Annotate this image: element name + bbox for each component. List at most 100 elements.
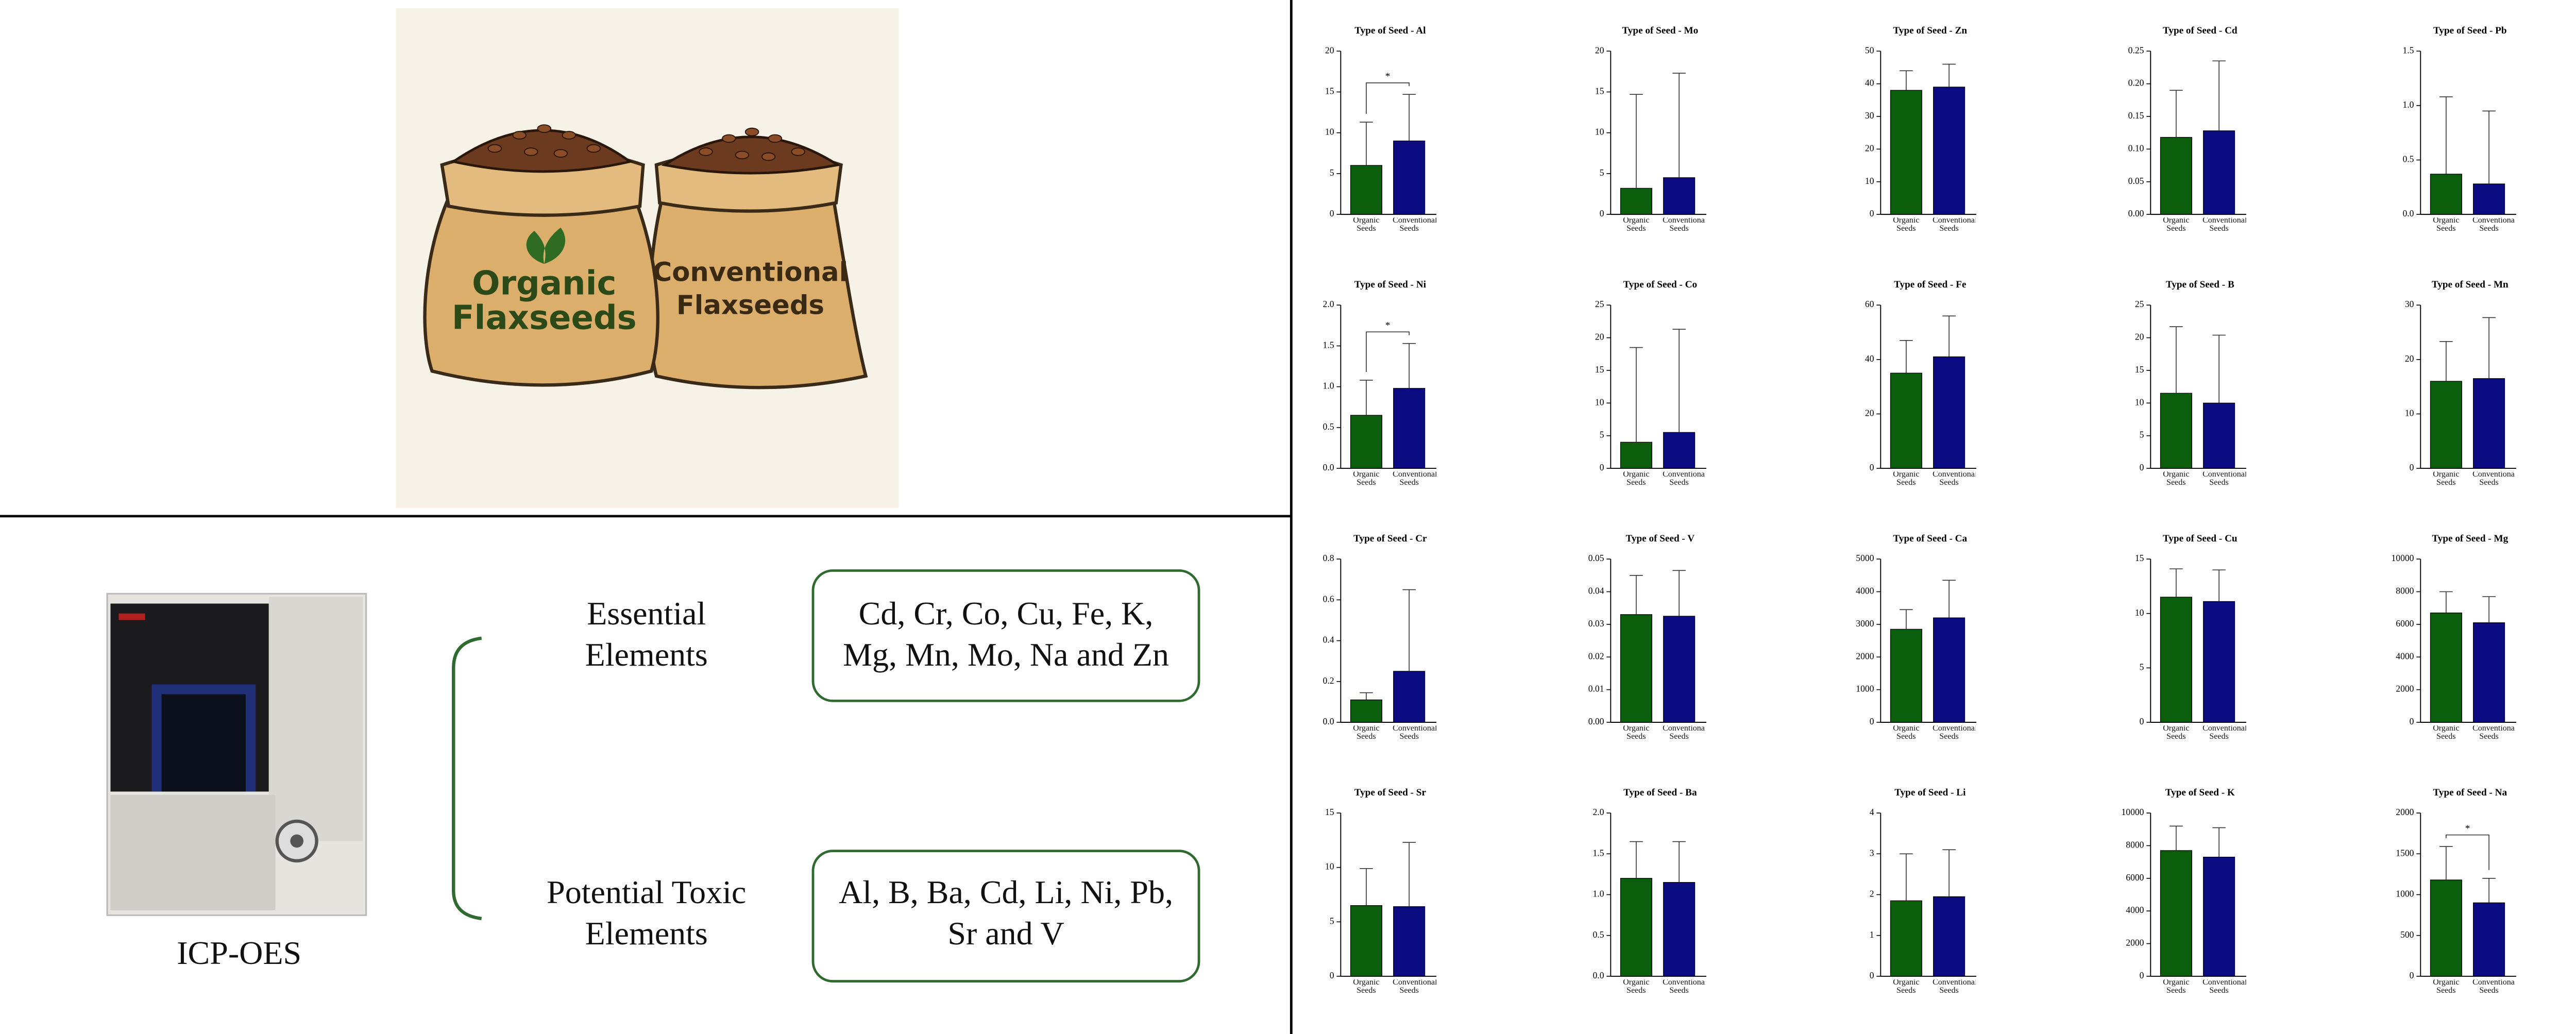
- error-bar: [1402, 343, 1416, 388]
- error-bar: [1402, 589, 1416, 671]
- x-tick-label-box: Conventional Seeds: [2202, 217, 2245, 234]
- y-tick-label: 1.0: [2402, 99, 2414, 110]
- x-tick-label-box: Organic Seeds: [1353, 724, 1380, 742]
- error-bar: [1630, 94, 1643, 189]
- error-bar: [1672, 841, 1686, 883]
- y-tick-label: 1000: [2396, 889, 2414, 899]
- y-tick-label: 4000: [2126, 905, 2144, 915]
- x-tick-label: Conventional Seeds: [1933, 216, 1976, 234]
- chart-title: Type of Seed - Li: [1894, 787, 1966, 798]
- x-tick-label-box: Organic Seeds: [1623, 216, 1650, 234]
- error-bar: [1900, 853, 1913, 901]
- y-tick-label: 0: [1600, 462, 1604, 472]
- x-tick-label-box: Conventional Seeds: [1933, 471, 1975, 488]
- x-tick-label-box: Conventional Seeds: [1663, 725, 1705, 742]
- x-tick-label: Conventional Seeds: [1393, 216, 1436, 234]
- instrument: ICP-OES: [106, 592, 367, 971]
- x-tick-label-box: Organic Seeds: [2433, 725, 2459, 742]
- y-tick-label: 20: [1865, 143, 1874, 153]
- y-tick-label: 0.05: [2128, 176, 2144, 186]
- y-tick-label: 10: [2135, 607, 2144, 618]
- y-tick-label: 2000: [2396, 684, 2414, 694]
- chart-title: Type of Seed - Mg: [2432, 533, 2508, 544]
- bar-chart: Type of Seed - K 0 2000 4000 6000 8000 10000 Or…: [2121, 787, 2246, 996]
- x-tick-label: Organic Seeds: [2433, 470, 2460, 488]
- bar: [1663, 882, 1696, 977]
- bar-chart: Type of Seed - Mo 0 5 10 15 20 Organic Seeds Co…: [1595, 25, 1706, 234]
- y-tick-label: 5: [1600, 430, 1604, 440]
- y-tick-label: 1: [1870, 929, 1874, 940]
- error-bar: [2212, 569, 2226, 602]
- x-tick-label: Organic Seeds: [1623, 724, 1650, 742]
- bar: [2473, 902, 2505, 977]
- x-tick-label: Conventional Seeds: [1933, 724, 1976, 742]
- y-tick-label: 0.0: [2402, 208, 2414, 218]
- bar: [1663, 177, 1696, 215]
- bar-chart: Type of Seed - Li 0 1 2 3 4 Organic Seeds Conve…: [1870, 787, 1976, 996]
- bar: [2160, 850, 2192, 977]
- y-tick-label: 0.0: [1323, 462, 1334, 472]
- group-name: Potential Toxic: [547, 874, 746, 910]
- error-bar: [2170, 90, 2183, 138]
- bar: [2430, 381, 2462, 469]
- bar-chart: Type of Seed - Al 0 5 10 15 20 Organic Seeds Co…: [1325, 25, 1436, 234]
- bar-chart: Type of Seed - Cr 0.0 0.2 0.4 0.6 0.8 Organic …: [1323, 533, 1436, 742]
- error-bar: [2439, 341, 2453, 382]
- chart-title: Type of Seed - Zn: [1893, 25, 1968, 36]
- x-tick-label: Organic Seeds: [1353, 216, 1380, 234]
- chart-title: Type of Seed - B: [2166, 279, 2234, 290]
- bag-label: Flaxseeds: [452, 299, 637, 337]
- y-tick-label: 3000: [1856, 618, 1874, 629]
- error-bar: [1672, 570, 1686, 617]
- error-bar: [2482, 878, 2496, 903]
- y-tick-label: 1.5: [2402, 45, 2414, 55]
- x-tick-label-box: Conventional Seeds: [1393, 725, 1435, 742]
- element-list: Cd, Cr, Co, Cu, Fe, K,: [859, 595, 1154, 632]
- y-tick-label: 0.6: [1323, 594, 1334, 604]
- bar-chart: Type of Seed - Pb 0.0 0.5 1.0 1.5 Organic See…: [2402, 25, 2516, 234]
- y-tick-label: 30: [2405, 299, 2414, 309]
- bar: [1933, 87, 1965, 215]
- error-bar: [2212, 60, 2226, 131]
- x-tick-label-box: Organic Seeds: [2163, 471, 2189, 488]
- chart-title: Type of Seed - V: [1626, 533, 1695, 544]
- error-bar: [1630, 347, 1643, 443]
- y-tick-label: 10000: [2121, 807, 2144, 817]
- x-tick-label: Organic Seeds: [1623, 216, 1650, 234]
- bag-label: Flaxseeds: [676, 290, 824, 320]
- x-tick-label: Conventional Seeds: [1393, 978, 1436, 996]
- x-tick-label: Conventional Seeds: [2202, 978, 2246, 996]
- bag: [423, 196, 659, 387]
- chart-title: Type of Seed - Pb: [2433, 25, 2506, 36]
- y-tick-label: 5: [2140, 662, 2144, 672]
- x-tick-label: Organic Seeds: [1893, 724, 1920, 742]
- significance-label: *: [1385, 320, 1391, 331]
- x-tick-label: Conventional Seeds: [1933, 978, 1976, 996]
- bag-label: Conventional: [653, 257, 849, 287]
- y-tick-label: 0.00: [2128, 208, 2144, 218]
- bar-chart: Type of Seed - V 0.00 0.01 0.02 0.03 0.04 0.05…: [1588, 533, 1706, 742]
- y-tick-label: 25: [2135, 299, 2144, 309]
- bar: [1663, 616, 1696, 723]
- y-tick-label: 10: [1595, 397, 1604, 407]
- x-tick-label: Conventional Seeds: [2472, 978, 2516, 996]
- error-bar: [2482, 317, 2496, 379]
- seeds: [450, 129, 633, 173]
- x-tick-label-box: Conventional Seeds: [2472, 217, 2515, 234]
- bar: [2473, 622, 2505, 723]
- y-tick-label: 60: [1865, 299, 1874, 309]
- chart-title: Type of Seed - Ca: [1893, 533, 1968, 544]
- y-tick-label: 8000: [2126, 839, 2144, 850]
- x-tick-label: Organic Seeds: [1353, 978, 1380, 996]
- y-tick-label: 0.5: [1593, 929, 1604, 940]
- instrument-window: [161, 694, 246, 792]
- x-tick-label: Organic Seeds: [1353, 724, 1380, 742]
- error-bar: [2170, 825, 2183, 851]
- bar: [1393, 906, 1426, 977]
- bar-chart: Type of Seed - Fe 0 20 40 60 Organic Seeds Con…: [1865, 279, 1976, 488]
- y-tick-label: 0: [1870, 462, 1874, 472]
- y-tick-label: 0.0: [1593, 970, 1604, 980]
- bar: [1393, 140, 1426, 215]
- chart-title: Type of Seed - Fe: [1894, 279, 1967, 290]
- bar-chart: Type of Seed - Ni 0.0 0.5 1.0 1.5 2.0 Organic …: [1323, 279, 1436, 488]
